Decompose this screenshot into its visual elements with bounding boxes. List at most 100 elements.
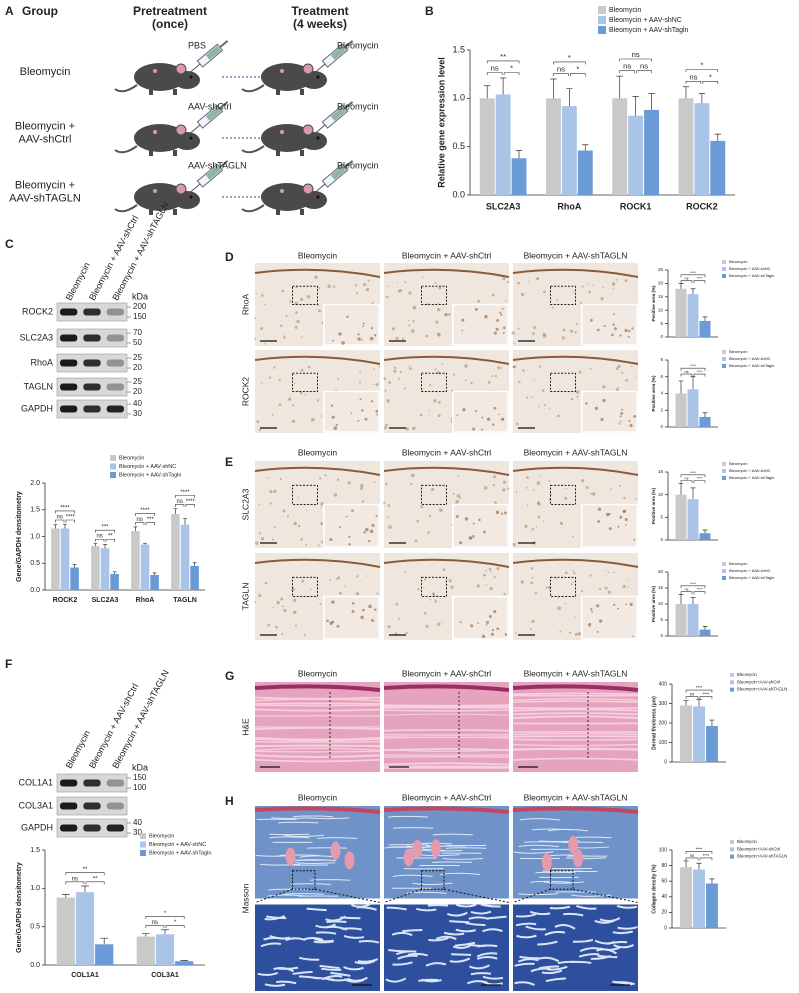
y-tick-label: 0 [660,424,663,429]
zoom-fiber [612,980,633,986]
marker-label: 150 [133,312,147,321]
stain [531,576,534,579]
bar [687,294,699,337]
bar [56,897,75,965]
stain [570,583,573,586]
significance-bracket [486,72,503,76]
stain [301,336,303,338]
stain [587,283,589,285]
zoom-fiber [435,935,457,941]
error-bar [616,75,623,99]
blot-band [106,308,124,316]
stain [530,581,534,585]
stain [360,484,364,488]
zoom-fiber [264,915,286,921]
syringe-needle [315,63,326,73]
inset-stain [504,633,508,636]
zoom-fiber [549,905,571,910]
stain [373,368,376,370]
panel-label: G [225,669,234,683]
panel-label: A [5,4,14,18]
stain [538,406,540,408]
significance-bracket [486,60,520,64]
error-bar [632,96,639,116]
inset-stain [502,418,505,421]
inset-stain [500,512,504,515]
blot-band [60,802,78,810]
stain [386,295,389,299]
stain [423,587,425,589]
x-tick-label: ROCK2 [53,597,78,604]
row-label: SLC2A3 [240,488,250,520]
fiber [294,862,336,864]
zoom-guide [512,888,639,903]
error-bar [678,380,684,394]
stain [301,579,305,583]
stain [367,279,370,282]
epidermis [254,684,381,692]
syringe [315,40,354,73]
y-tick-label: 5 [660,321,663,326]
blot-band [83,824,101,832]
stain [543,334,547,338]
significance-label: ns [690,691,695,696]
stain [511,331,515,335]
error-bar [696,862,702,870]
x-tick-label: SLC2A3 [486,201,521,211]
fiber [440,872,481,875]
syringe-fluid [205,165,222,180]
y-tick-label: 25 [658,267,664,272]
stain [410,329,415,333]
stain [281,289,285,293]
zoom-fiber [454,941,476,947]
significance-label: **** [186,499,196,505]
mouse-leg [300,150,304,156]
inset-stain [585,402,588,405]
stain [254,317,257,320]
significance-bracket [680,474,706,478]
stain [537,515,541,519]
stain [589,492,592,495]
stain [470,381,473,385]
stain [393,366,397,370]
syringe-plunger [344,160,354,169]
legend-swatch [598,16,606,24]
bar [175,961,194,965]
error-bar [696,699,702,707]
fiber [383,729,510,732]
zoom-fiber [421,978,442,983]
error-bar [103,544,107,549]
mouse-spot [280,189,284,193]
stain [387,625,391,629]
blot-band [83,359,101,367]
significance-label: ** [500,52,506,61]
panel-label: F [5,657,12,671]
blot-band [60,334,78,342]
fiber [293,815,334,818]
stain [515,422,519,426]
significance-label: * [174,920,177,926]
error-bar [678,594,684,604]
stain [526,396,529,399]
stain [574,331,577,334]
zoom-fiber [514,962,535,967]
stain [600,297,604,301]
marker-label: 25 [133,377,142,386]
fiber [392,874,433,877]
legend-swatch [722,462,726,466]
significance-bracket [699,857,713,861]
stain [314,275,318,279]
fiber [512,697,639,702]
fiber [254,704,381,707]
inset-stain [495,510,500,515]
stain [612,287,615,290]
legend-label: Bleomycin [149,833,174,839]
inset-stain [620,411,624,415]
inset-stain [375,409,379,413]
significance-bracket [685,857,699,861]
stain [464,364,468,368]
x-tick-label: ROCK1 [620,201,652,211]
inset-stain [619,515,623,519]
stain [535,526,538,528]
inset-stain [588,624,591,627]
